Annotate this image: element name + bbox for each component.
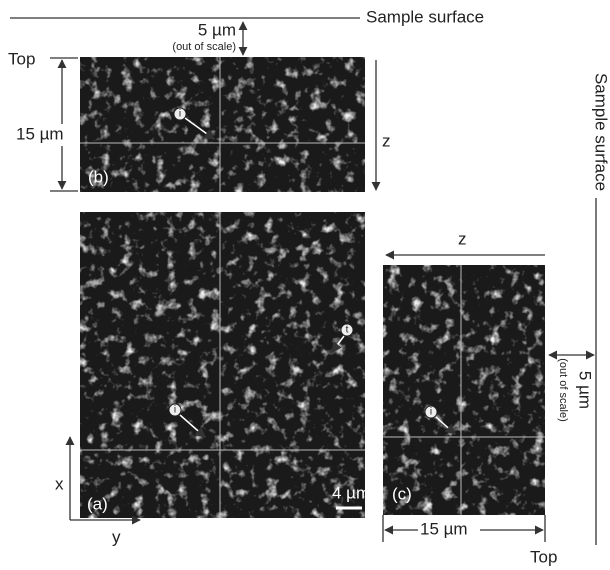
label: 15 µm xyxy=(420,519,468,538)
label: Top xyxy=(530,547,557,566)
panel-b-image xyxy=(80,57,365,192)
panel-label: (a) xyxy=(87,494,108,513)
panel-c-image xyxy=(383,265,545,515)
label: Top xyxy=(8,49,35,68)
label: y xyxy=(112,527,121,546)
marker: i xyxy=(173,107,215,140)
marker: i xyxy=(168,403,206,438)
panel-a-image xyxy=(80,212,365,518)
marker: t xyxy=(331,323,354,353)
label: 5 µm xyxy=(576,371,595,409)
panel-label: (b) xyxy=(88,167,109,186)
label: 5 µm xyxy=(198,20,236,39)
label: x xyxy=(55,474,64,493)
panel-label: (c) xyxy=(392,484,412,503)
label: z xyxy=(382,131,391,150)
label: i xyxy=(174,405,176,416)
label: (out of scale) xyxy=(172,41,236,53)
label: i xyxy=(179,109,181,120)
marker: i xyxy=(424,405,456,435)
label: 15 µm xyxy=(16,124,64,143)
label: Sample surface xyxy=(366,7,484,26)
label: Sample surface xyxy=(592,73,610,191)
scale-label: 4 µm xyxy=(332,483,370,502)
label: i xyxy=(430,407,432,418)
label: z xyxy=(458,229,467,248)
label: (out of scale) xyxy=(557,358,569,422)
label: t xyxy=(346,325,349,336)
